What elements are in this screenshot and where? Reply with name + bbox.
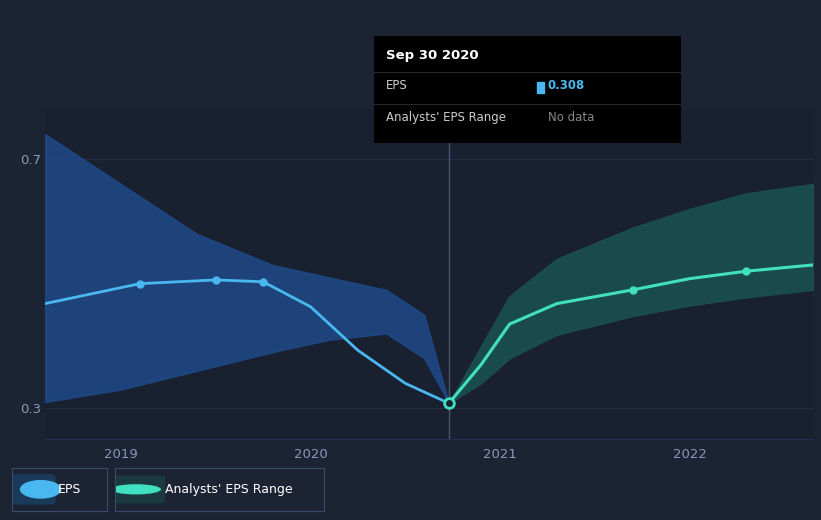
Text: Analysts Forecasts: Analysts Forecasts	[452, 116, 569, 129]
Text: Actual: Actual	[401, 116, 445, 129]
Text: 0.308: 0.308	[548, 79, 585, 92]
Text: EPS: EPS	[57, 483, 81, 496]
Text: Sep 30 2020: Sep 30 2020	[386, 49, 479, 62]
Circle shape	[111, 484, 161, 495]
Text: EPS: EPS	[386, 79, 407, 92]
Circle shape	[20, 480, 62, 499]
Text: Analysts' EPS Range: Analysts' EPS Range	[165, 483, 293, 496]
Text: No data: No data	[548, 111, 594, 124]
FancyBboxPatch shape	[111, 475, 165, 503]
FancyBboxPatch shape	[11, 474, 56, 505]
Bar	[537, 82, 544, 93]
Text: Analysts' EPS Range: Analysts' EPS Range	[386, 111, 506, 124]
